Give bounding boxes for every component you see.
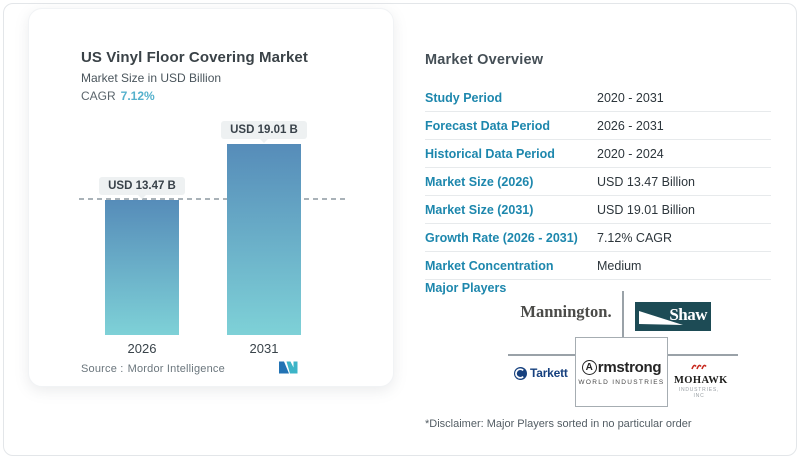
row-value: 2020 - 2024	[597, 146, 664, 161]
source-value: Mordor Intelligence	[127, 363, 225, 375]
row-label: Market Size (2031)	[425, 202, 534, 217]
table-row: Forecast Data Period 2026 - 2031	[425, 112, 771, 140]
row-label: Historical Data Period	[425, 146, 555, 161]
tarkett-logo-text: Tarkett	[530, 366, 568, 380]
mannington-logo: Mannington.	[520, 302, 612, 321]
armstrong-circle-a-icon: A	[581, 359, 597, 375]
mohawk-waves-icon	[691, 364, 707, 370]
row-value: 2026 - 2031	[597, 118, 664, 133]
table-row: Study Period 2020 - 2031	[425, 84, 771, 112]
mohawk-logo-text: MOHAWK	[674, 375, 728, 386]
bar-value-label-2026: USD 13.47 B	[99, 177, 185, 195]
armstrong-logo: A rmstrong WORLD INDUSTRIES	[575, 337, 668, 407]
logo-divider-left	[508, 354, 575, 356]
overview-table: Study Period 2020 - 2031 Forecast Data Per…	[425, 84, 771, 280]
reference-dashed-line	[79, 198, 347, 200]
x-tick-2026: 2026	[127, 341, 157, 356]
table-row: Market Concentration Medium	[425, 252, 771, 280]
table-row: Market Size (2026) USD 13.47 Billion	[425, 168, 771, 196]
major-players-label: Major Players	[425, 281, 507, 295]
row-value: 2020 - 2031	[597, 90, 664, 105]
shaw-logo: Shaw	[635, 302, 711, 331]
x-tick-2031: 2031	[249, 341, 279, 356]
disclaimer-text: *Disclaimer: Major Players sorted in no …	[425, 418, 692, 430]
cagr-value: 7.12%	[120, 89, 155, 103]
bar-chart: USD 13.47 B USD 19.01 B 2026 2031	[29, 9, 393, 356]
shaw-logo-text: Shaw	[669, 305, 707, 324]
tarkett-circle-icon	[514, 366, 527, 380]
row-value: Medium	[597, 258, 642, 273]
table-row: Historical Data Period 2020 - 2024	[425, 140, 771, 168]
logo-divider-right	[668, 354, 738, 356]
row-value: 7.12% CAGR	[597, 230, 673, 245]
mordor-intelligence-logo-icon	[279, 361, 298, 374]
row-label: Growth Rate (2026 - 2031)	[425, 230, 578, 245]
row-label: Study Period	[425, 90, 503, 105]
row-label: Market Concentration	[425, 258, 554, 273]
source-label: Source :	[81, 363, 124, 375]
mohawk-logo: MOHAWK INDUSTRIES, INC	[674, 357, 728, 399]
bar	[105, 200, 179, 335]
overview-heading: Market Overview	[425, 52, 544, 69]
chart-subtitle: Market Size in USD Billion	[81, 71, 222, 85]
bar	[227, 144, 301, 335]
row-label: Market Size (2026)	[425, 174, 534, 189]
row-label: Forecast Data Period	[425, 118, 551, 133]
shaw-swoosh-icon	[639, 311, 683, 325]
cagr-label: CAGR	[81, 89, 116, 103]
bar-value-label-2031: USD 19.01 B	[221, 121, 307, 139]
market-size-chart-card: US Vinyl Floor Covering Market Market Si…	[28, 8, 394, 387]
bar-group-2031: USD 19.01 B	[214, 121, 314, 335]
tarkett-logo: Tarkett	[514, 366, 568, 380]
mohawk-logo-subtext: INDUSTRIES, INC	[678, 387, 720, 399]
row-value: USD 19.01 Billion	[597, 202, 695, 217]
armstrong-logo-subtext: WORLD INDUSTRIES	[578, 378, 665, 386]
table-row: Growth Rate (2026 - 2031) 7.12% CAGR	[425, 224, 771, 252]
armstrong-logo-text: rmstrong	[597, 358, 662, 376]
source-row: Source : Mordor Intelligence	[81, 363, 225, 375]
logo-divider-vertical	[622, 291, 624, 338]
bar-group-2026: USD 13.47 B	[92, 177, 192, 335]
chart-title: US Vinyl Floor Covering Market	[81, 49, 308, 66]
table-row: Market Size (2031) USD 19.01 Billion	[425, 196, 771, 224]
cagr-line: CAGR 7.12%	[81, 89, 155, 103]
row-value: USD 13.47 Billion	[597, 174, 695, 189]
